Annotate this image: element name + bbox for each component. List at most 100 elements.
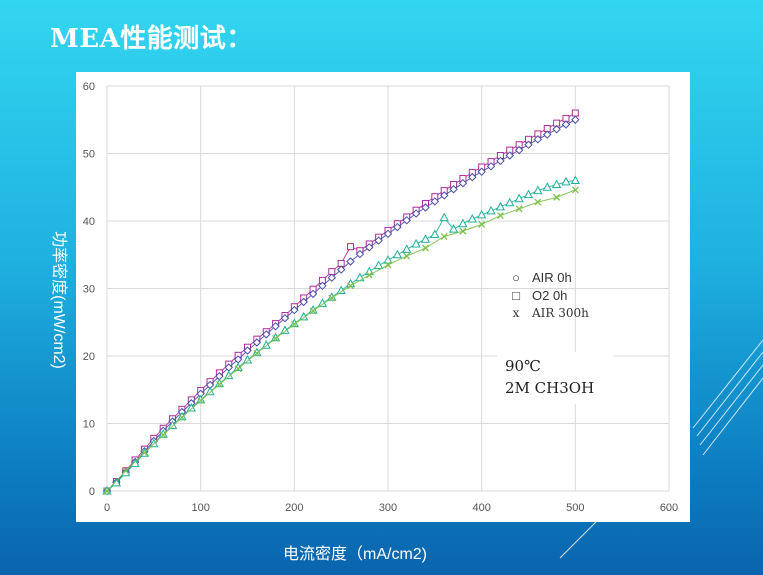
data-point-triangle [495, 201, 506, 211]
y-tick-label: 10 [83, 419, 95, 431]
legend-label: O2 0h [532, 288, 568, 303]
fuel-label: 2M CH3OH [505, 379, 595, 397]
data-point-x [422, 244, 429, 252]
data-point-diamond [393, 222, 402, 232]
legend-item-air-0h: ○ AIR 0h [508, 270, 572, 285]
data-point-triangle [458, 218, 468, 228]
data-point-x [534, 198, 542, 206]
data-point-triangle [514, 193, 524, 203]
data-point-triangle [355, 272, 365, 282]
slide-title: MEA性能测试： [50, 24, 253, 54]
data-point-x [234, 365, 242, 373]
data-point-square [571, 109, 579, 117]
data-point-triangle [392, 249, 403, 259]
data-point-x [365, 271, 373, 279]
x-tick-label: 0 [104, 502, 110, 514]
x-tick-label: 200 [285, 502, 303, 514]
data-point-diamond [514, 145, 524, 155]
data-point-x [197, 397, 205, 405]
data-point-triangle [252, 347, 262, 357]
data-point-diamond [262, 330, 271, 339]
series-line [106, 112, 576, 492]
data-point-diamond [411, 209, 421, 218]
data-point-x [178, 413, 186, 421]
data-point-triangle [477, 209, 487, 219]
chart-panel: 0 10 20 30 40 50 60 0 100 200 300 400 500 600 [76, 72, 690, 522]
data-point-diamond [468, 172, 477, 182]
data-point-diamond [243, 346, 252, 355]
data-point-diamond [346, 257, 355, 266]
data-point-diamond [336, 265, 346, 274]
data-point-triangle [308, 305, 318, 314]
data-point-triangle [420, 234, 431, 243]
data-point-diamond [308, 289, 318, 299]
data-point-triangle [523, 189, 534, 199]
x-axis-label: 电流密度（mA/cm2) [283, 546, 428, 563]
data-point-triangle [533, 185, 543, 195]
y-tick-label: 30 [83, 284, 95, 296]
conditions-box: 90℃ 2M CH3OH [497, 352, 613, 404]
data-point-triangle [439, 212, 449, 222]
series-line [106, 180, 576, 492]
data-point-x [384, 261, 392, 269]
data-point-diamond [505, 151, 514, 160]
data-point-diamond [533, 135, 543, 144]
data-point-x [272, 334, 280, 342]
data-point-x [403, 252, 411, 260]
data-point-x [290, 320, 298, 328]
data-point-diamond [421, 203, 430, 212]
y-tick-label: 20 [83, 351, 95, 363]
data-point-triangle [542, 182, 552, 191]
data-point-diamond [327, 273, 337, 282]
data-point-triangle [402, 244, 412, 253]
data-point-x [141, 449, 148, 456]
data-point-triangle [570, 175, 580, 184]
data-point-x [309, 307, 317, 315]
temperature-label: 90℃ [505, 357, 541, 375]
data-point-triangle [383, 255, 393, 264]
data-point-x [103, 487, 111, 495]
data-point-triangle [561, 176, 571, 186]
data-point-triangle [467, 213, 477, 223]
x-tick-label: 400 [472, 502, 490, 514]
data-point-diamond [374, 236, 383, 245]
x-tick-label: 600 [660, 502, 678, 514]
data-point-diamond [561, 120, 571, 129]
y-tick-label: 40 [83, 216, 95, 228]
data-point-x [440, 233, 448, 240]
data-point-diamond [280, 313, 290, 323]
x-mark-icon: x [512, 306, 520, 320]
series-line [106, 119, 576, 492]
data-point-triangle [270, 332, 281, 342]
data-point-triangle [242, 355, 253, 364]
data-point-x [571, 186, 579, 194]
data-point-diamond [486, 162, 496, 171]
data-point-x [459, 227, 467, 235]
data-point-diamond [271, 322, 280, 331]
data-point-triangle [411, 238, 421, 248]
data-point-diamond [552, 124, 561, 134]
data-point-x [496, 212, 504, 220]
data-point-diamond [449, 185, 458, 194]
data-point-triangle [186, 402, 196, 412]
data-point-triangle [373, 260, 384, 270]
data-point-square [347, 243, 355, 251]
data-point-x [347, 282, 354, 290]
legend-item-air-300h: x AIR 300h [508, 306, 589, 320]
y-tick-label: 50 [83, 149, 95, 161]
data-point-triangle [299, 311, 309, 321]
data-point-x [553, 193, 561, 201]
data-point-x [515, 205, 523, 213]
data-point-diamond [571, 115, 580, 124]
data-point-triangle [448, 224, 459, 233]
square-icon: □ [512, 288, 520, 303]
y-axis-label: 功率密度(mW/cm2) [50, 231, 67, 369]
data-point-diamond [477, 167, 486, 176]
data-point-diamond [458, 178, 468, 188]
data-point-diamond [543, 130, 552, 139]
data-point-diamond [402, 216, 411, 225]
data-point-diamond [439, 191, 449, 200]
legend-label: AIR 300h [532, 306, 589, 320]
data-point-diamond [299, 297, 308, 307]
